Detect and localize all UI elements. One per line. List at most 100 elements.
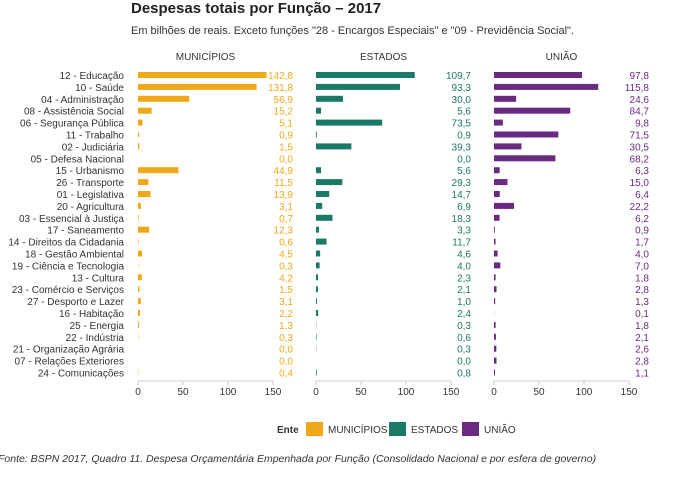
legend-label: ESTADOS	[411, 425, 458, 436]
bar	[316, 238, 327, 245]
category-label: 22 - Indústria	[66, 333, 125, 344]
data-label: 0,8	[457, 369, 471, 380]
source-note: Fonte: BSPN 2017, Quadro 11. Despesa Orç…	[0, 453, 597, 465]
bar	[138, 107, 152, 114]
bar	[316, 214, 333, 221]
category-label: 14 - Direitos da Cidadania	[8, 238, 124, 249]
data-label: 0,9	[279, 131, 293, 142]
data-label: 97,8	[630, 71, 650, 82]
data-label: 84,7	[630, 107, 650, 118]
panel-2: UNIÃO 97,8115,824,684,79,871,530,568,26,3…	[491, 50, 649, 398]
bar	[316, 310, 319, 316]
data-label: 1,0	[457, 297, 471, 308]
data-label: 0,0	[279, 357, 293, 368]
data-label: 1,3	[279, 321, 293, 332]
category-label: 21 - Organização Agrária	[13, 345, 125, 356]
data-label: 7,0	[635, 261, 649, 272]
category-label: 04 - Administração	[41, 95, 124, 106]
bar	[494, 345, 497, 352]
bar	[494, 357, 497, 364]
data-label: 4,6	[457, 250, 471, 261]
bar	[494, 202, 514, 209]
bar	[138, 119, 143, 126]
bar	[494, 119, 503, 126]
bar	[138, 167, 179, 174]
data-label: 15,2	[274, 107, 294, 118]
bar	[138, 191, 151, 197]
data-label: 0,0	[457, 154, 471, 165]
category-label: 24 - Comunicações	[38, 369, 124, 380]
data-label: 13,9	[274, 190, 294, 201]
x-tick-label: 50	[355, 387, 367, 398]
bar	[494, 155, 556, 162]
bar	[138, 95, 190, 102]
data-label: 18,3	[452, 214, 472, 225]
data-label: 30,0	[452, 95, 472, 106]
data-label: 2,1	[457, 285, 471, 296]
bar	[138, 250, 143, 257]
data-label: 5,6	[457, 166, 471, 177]
category-label: 26 - Transporte	[56, 178, 124, 189]
legend-swatch	[462, 422, 479, 436]
bar	[316, 369, 317, 376]
panel-0: MUNICÍPIOS142,8131,856,915,25,10,91,50,0…	[135, 50, 293, 398]
bar	[316, 83, 400, 90]
x-tick-label: 150	[265, 387, 282, 398]
data-label: 0,0	[279, 345, 293, 356]
x-tick-label: 150	[621, 387, 638, 398]
data-label: 1,7	[635, 238, 649, 249]
panel-1: ESTADOS109,793,330,05,673,50,939,30,05,6…	[313, 52, 471, 398]
data-label: 93,3	[452, 83, 472, 94]
x-tick-label: 0	[135, 387, 141, 398]
x-tick-label: 150	[443, 387, 460, 398]
data-label: 71,5	[630, 131, 650, 142]
legend-swatch	[306, 422, 323, 436]
bar	[494, 321, 496, 328]
bar	[494, 238, 496, 245]
bar	[138, 143, 140, 150]
legend-swatch	[389, 422, 406, 436]
data-label: 131,8	[268, 83, 293, 94]
bar	[494, 83, 599, 90]
category-label: 10 - Saúde	[75, 83, 124, 94]
bar	[138, 274, 142, 281]
data-label: 6,4	[635, 190, 649, 201]
bar	[316, 274, 319, 281]
data-label: 3,3	[457, 226, 471, 237]
category-label: 13 - Cultura	[72, 273, 125, 284]
bar	[138, 286, 140, 293]
bar	[138, 179, 149, 186]
bar	[316, 262, 320, 269]
bar	[494, 369, 495, 376]
data-label: 6,3	[635, 166, 649, 177]
data-label: 1,8	[635, 273, 649, 284]
data-label: 1,5	[279, 142, 293, 153]
data-label: 0,3	[457, 321, 471, 332]
data-label: 2,8	[635, 285, 649, 296]
data-label: 0,0	[457, 357, 471, 368]
bar	[316, 226, 319, 233]
data-label: 4,0	[635, 250, 649, 261]
bar	[494, 167, 500, 174]
data-label: 0,3	[279, 333, 293, 344]
bar	[494, 131, 559, 138]
bar	[316, 191, 330, 197]
data-label: 4,2	[279, 273, 293, 284]
x-tick-label: 0	[491, 387, 497, 398]
bar	[494, 286, 497, 293]
data-label: 44,9	[274, 166, 294, 177]
data-label: 4,0	[457, 261, 471, 272]
bar	[494, 95, 517, 102]
data-label: 6,2	[635, 214, 649, 225]
data-label: 0,4	[279, 369, 293, 380]
bar	[138, 321, 140, 328]
data-label: 0,1	[635, 309, 649, 320]
data-label: 2,1	[635, 333, 649, 344]
data-label: 1,1	[635, 369, 649, 380]
bar	[494, 107, 571, 114]
bar	[138, 214, 139, 221]
data-label: 0,6	[457, 333, 471, 344]
x-tick-label: 100	[576, 387, 593, 398]
bar	[494, 72, 583, 78]
data-label: 1,5	[279, 285, 293, 296]
